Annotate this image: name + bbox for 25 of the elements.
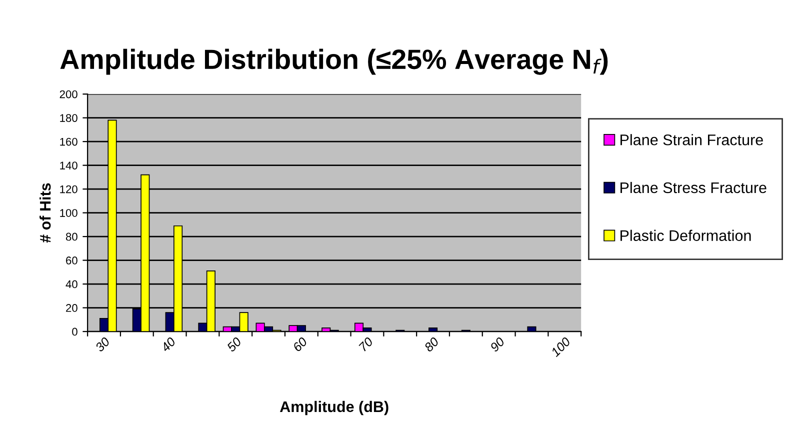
y-tick-label: 100: [60, 209, 78, 217]
legend-label: Plastic Deformation: [620, 230, 751, 242]
legend-label: Plane Stress Fracture: [620, 182, 766, 194]
x-tick-label: 80: [424, 336, 440, 352]
x-tick-label: 50: [226, 336, 242, 352]
x-tick-label: 90: [490, 336, 506, 352]
y-tick-label: 0: [72, 328, 78, 336]
y-tick-label: 20: [66, 304, 78, 312]
chart-title: Amplitude Distribution (≤25% Average N$_{f}$): [60, 48, 608, 75]
y-axis-title: # of Hits: [40, 183, 51, 243]
y-tick-label: 120: [60, 185, 78, 194]
y-tick-label: 80: [66, 232, 78, 241]
y-tick-label: 160: [60, 138, 78, 146]
y-tick-label: 60: [66, 256, 78, 264]
x-tick-label: 100: [550, 336, 572, 358]
y-tick-label: 180: [60, 114, 78, 122]
legend-label: Plane Strain Fracture: [620, 134, 763, 146]
y-tick-label: 40: [66, 280, 78, 288]
y-tick-label: 200: [60, 90, 78, 98]
x-tick-label: 60: [292, 336, 308, 352]
x-tick-label: 30: [94, 336, 110, 352]
y-tick-label: 140: [60, 162, 78, 170]
x-tick-label: 70: [358, 336, 374, 352]
x-tick-label: 40: [160, 336, 176, 353]
x-axis-title: Amplitude (dB): [280, 400, 388, 416]
